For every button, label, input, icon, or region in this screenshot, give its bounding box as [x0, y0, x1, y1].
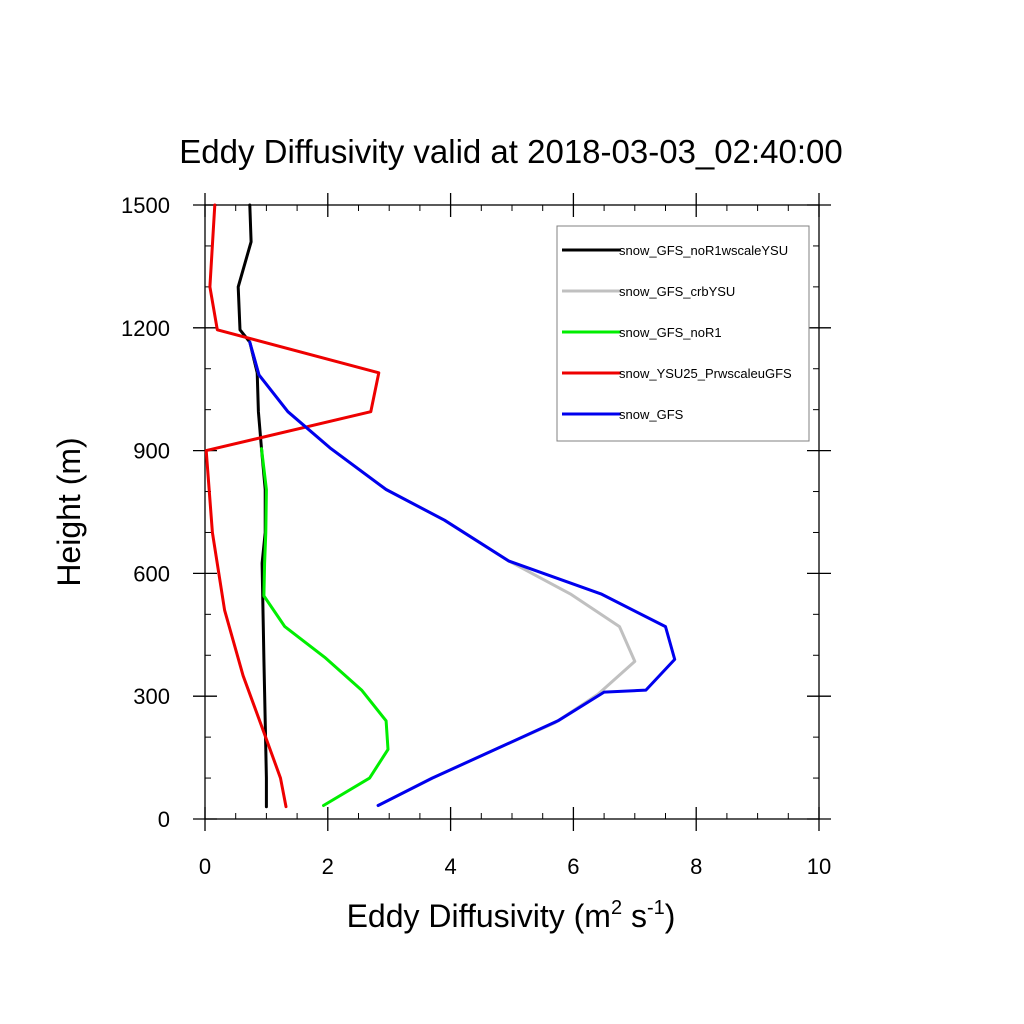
series-line-snow_YSU25_PrwscaleuGFS: [204, 203, 381, 809]
y-tick-label: 900: [133, 439, 170, 464]
chart-title: Eddy Diffusivity valid at 2018-03-03_02:…: [179, 133, 842, 170]
y-axis-title: Height (m): [51, 437, 87, 586]
series-line-snow_GFS: [248, 340, 677, 807]
y-tick-label: 300: [133, 684, 170, 709]
series-line-snow_GFS_noR1wscaleYSU: [236, 203, 268, 809]
x-tick-label: 4: [444, 854, 456, 879]
x-tick-label: 0: [199, 854, 211, 879]
legend-label: snow_GFS: [619, 407, 684, 422]
x-axis-title-main: Eddy Diffusivity (m: [347, 898, 611, 934]
y-tick-label: 1200: [121, 316, 170, 341]
y-tick-labels: 0 300 600 900 1200 1500: [121, 193, 170, 832]
x-tick-label: 6: [567, 854, 579, 879]
x-axis-title: Eddy Diffusivity (m2 s-1): [347, 897, 676, 934]
x-tick-label: 8: [690, 854, 702, 879]
y-tick-label: 1500: [121, 193, 170, 218]
y-tick-label: 0: [158, 807, 170, 832]
legend-label: snow_GFS_noR1wscaleYSU: [619, 243, 788, 258]
series-lines: [204, 203, 677, 809]
x-tick-labels: 0 2 4 6 8 10: [199, 854, 831, 879]
x-tick-label: 10: [807, 854, 831, 879]
x-tick-label: 2: [322, 854, 334, 879]
x-axis-title-sup-2: -1: [647, 897, 665, 919]
legend-label: snow_GFS_crbYSU: [619, 284, 735, 299]
major-ticks: [193, 193, 831, 831]
x-axis-title-sup-1: 2: [611, 897, 622, 919]
legend-label: snow_GFS_noR1: [619, 325, 722, 340]
minor-ticks: [205, 205, 819, 819]
y-tick-label: 600: [133, 561, 170, 586]
legend-label: snow_YSU25_PrwscaleuGFS: [619, 366, 792, 381]
legend: snow_GFS_noR1wscaleYSU snow_GFS_crbYSUsno…: [556, 225, 810, 442]
x-axis-title-end: ): [665, 898, 676, 934]
x-axis-title-mid: s: [622, 898, 647, 934]
series-line-snow_GFS_noR1: [260, 447, 390, 807]
